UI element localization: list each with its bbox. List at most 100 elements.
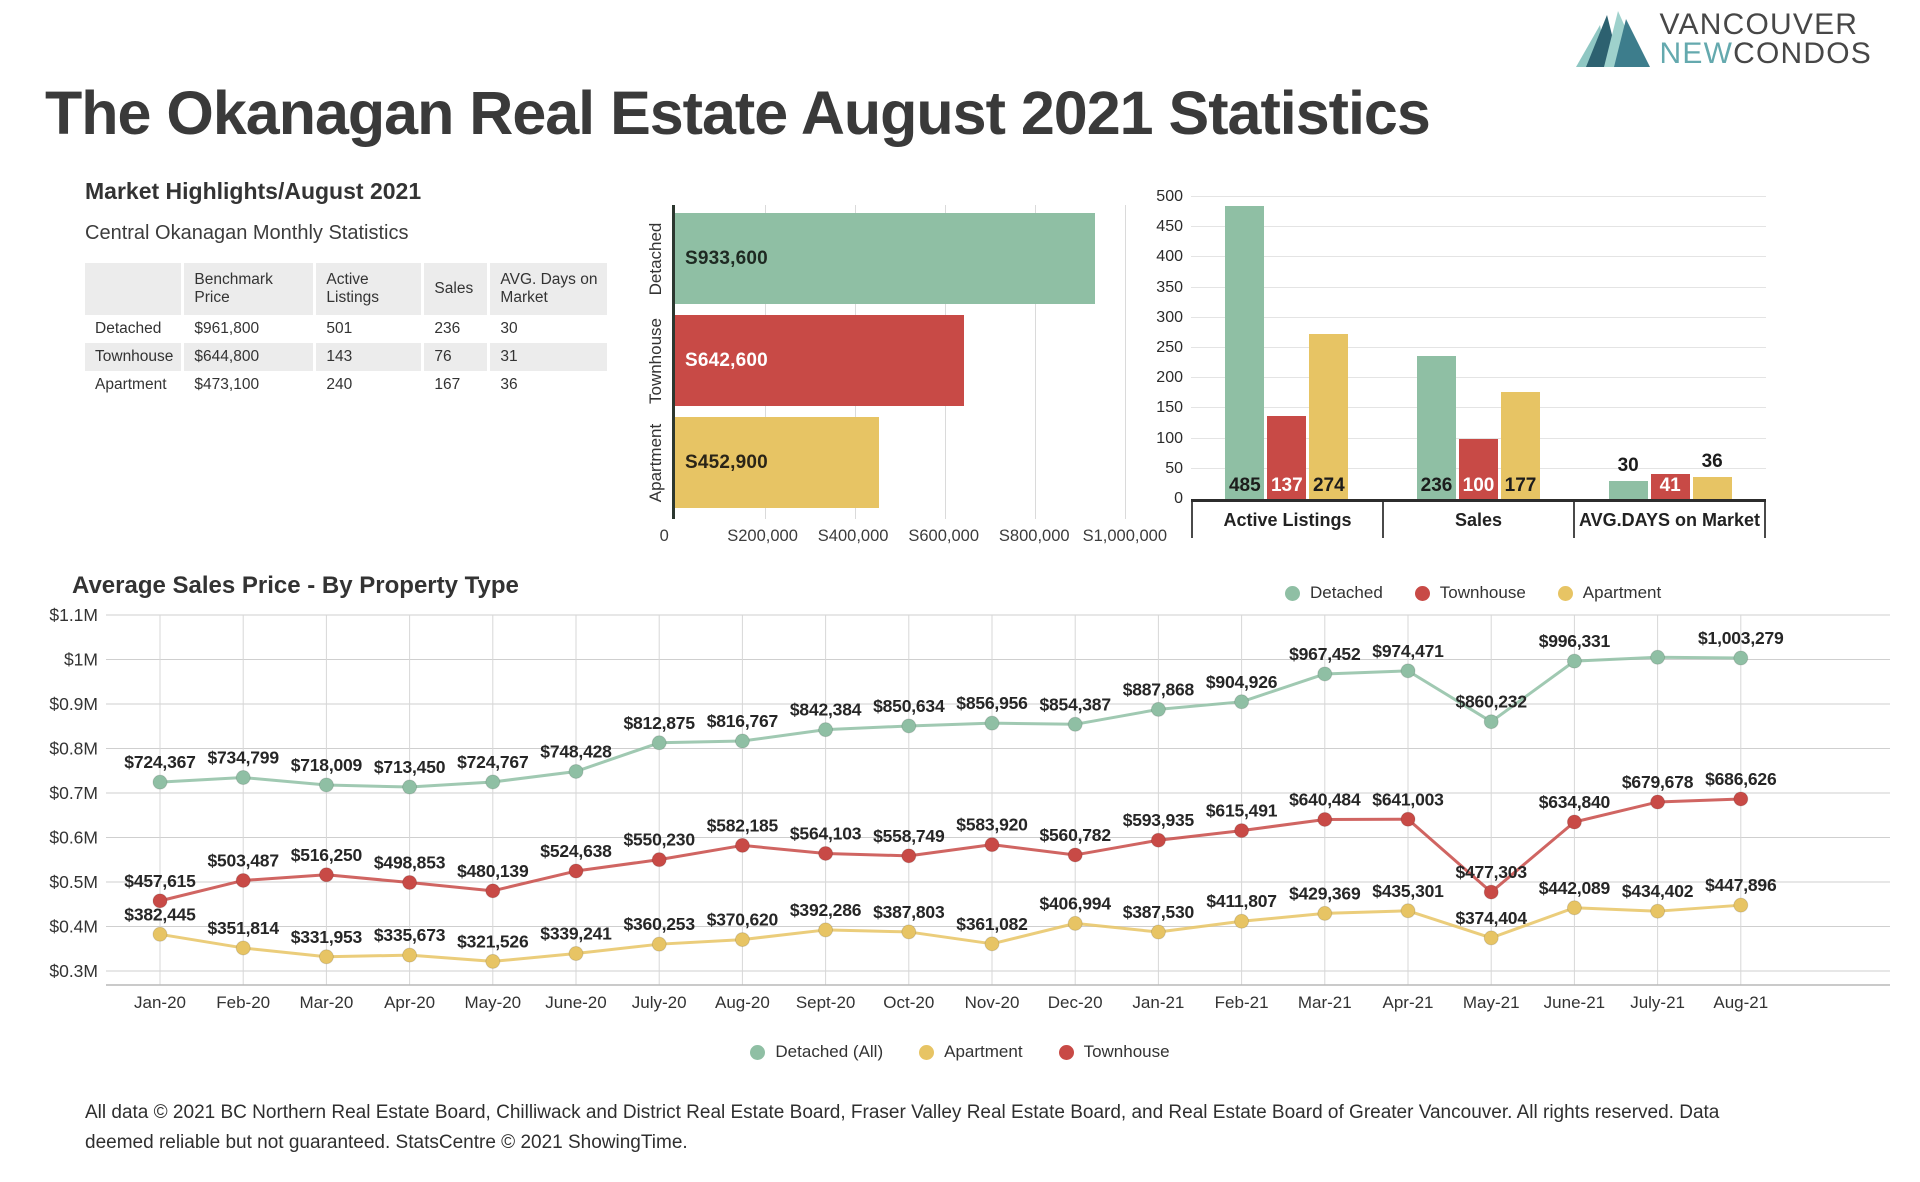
data-point: [402, 947, 418, 963]
stat-bar: 137: [1267, 416, 1307, 499]
data-point-label: $360,253: [623, 914, 695, 934]
x-axis-tick-labels: 0 S200,000 S400,000 S600,000 S800,000 S1,000,…: [660, 527, 1167, 561]
data-point-label: $435,301: [1372, 881, 1444, 901]
legend-color-dot: [1285, 585, 1300, 601]
cell-active: 240: [313, 371, 423, 399]
cell-avg-days: 30: [487, 315, 607, 343]
data-point-label: $434,402: [1622, 881, 1694, 901]
data-point: [1400, 903, 1416, 919]
bar-value-label: 30: [1617, 454, 1639, 476]
data-point: [901, 848, 917, 864]
highlights-subtitle: Central Okanagan Monthly Statistics: [85, 222, 409, 244]
data-point-label: $854,387: [1039, 694, 1110, 714]
legend-label: Detached: [1310, 583, 1383, 602]
x-tick-label: Aug-20: [715, 993, 770, 1012]
data-point-label: $382,445: [124, 904, 196, 924]
data-point: [318, 777, 334, 793]
bar-value-label: 236: [1420, 475, 1453, 496]
data-point: [984, 936, 1000, 952]
data-point: [152, 774, 168, 790]
data-point-label: $374,404: [1455, 908, 1527, 928]
data-point: [1650, 903, 1666, 919]
data-point: [1234, 823, 1250, 839]
data-point: [651, 936, 667, 952]
legend-item: Apartment: [1557, 583, 1661, 603]
x-tick-label: June-20: [545, 993, 606, 1012]
data-point-label: $321,526: [457, 931, 529, 951]
y-tick-label: 250: [1156, 339, 1183, 356]
benchmark-price-bar-chart: Detached Townhouse Apartment S933,600 S642,6…: [640, 205, 1185, 600]
legend-color-dot: [1557, 585, 1573, 601]
data-point: [485, 774, 501, 790]
x-tick-label: S800,000: [998, 527, 1070, 545]
table-row: Detached $961,800 501 236 30: [85, 315, 607, 343]
data-point-label: $370,620: [707, 910, 779, 930]
cell-sales: 76: [421, 343, 489, 371]
data-point: [1317, 666, 1333, 682]
data-point-label: $447,896: [1705, 875, 1777, 895]
data-point: [651, 735, 667, 751]
x-tick-label: Sept-20: [796, 993, 856, 1012]
data-point-label: $560,782: [1039, 825, 1111, 845]
table-header-row: Benchmark Price Active Listings Sales AV…: [85, 263, 607, 315]
data-point: [1650, 649, 1666, 665]
y-tick-label: 50: [1165, 459, 1183, 477]
x-tick-label: Feb-21: [1215, 993, 1269, 1012]
data-point: [1234, 694, 1250, 710]
x-tick-label: S400,000: [817, 527, 889, 545]
data-point: [1150, 924, 1166, 940]
x-tick-label: Oct-20: [883, 993, 934, 1012]
data-point: [734, 733, 750, 749]
data-point-label: $331,953: [291, 927, 363, 947]
y-tick-label: $0.9M: [49, 694, 98, 714]
data-point-label: $480,139: [457, 861, 529, 881]
bar-groups: 485 137 274 236 100 177 30 41 36: [1191, 200, 1766, 499]
bar-value-label: S933,600: [685, 247, 768, 269]
data-point-label: $713,450: [374, 757, 446, 777]
gridline: [1191, 347, 1766, 348]
data-point: [901, 718, 917, 734]
gridline: [1191, 286, 1766, 288]
y-tick-label: 300: [1156, 308, 1183, 326]
data-point-label: $842,384: [790, 700, 862, 720]
data-point-label: $734,799: [207, 748, 279, 768]
legend-item: Townhouse: [1058, 1042, 1170, 1062]
data-point: [818, 845, 834, 861]
bar-category-label: Detached: [646, 222, 665, 295]
y-tick-label: $0.8M: [49, 739, 98, 759]
row-label: Apartment: [95, 376, 167, 393]
bar-value-label: 137: [1270, 475, 1303, 496]
stat-bar: 30: [1608, 455, 1648, 499]
x-tick-label: Mar-21: [1298, 993, 1352, 1012]
data-point: [1566, 900, 1582, 916]
data-point: [651, 852, 667, 868]
gridline: [1191, 377, 1766, 379]
data-point: [1067, 847, 1083, 863]
y-tick-label: $1M: [64, 650, 98, 670]
x-tick-label: 0: [659, 527, 669, 545]
row-label: Detached: [95, 320, 162, 337]
data-point: [1650, 794, 1666, 810]
legend-label: Detached (All): [775, 1042, 884, 1061]
x-tick-label: Dec-20: [1048, 993, 1103, 1012]
data-point: [152, 926, 168, 942]
x-tick-label: July-20: [632, 993, 687, 1012]
data-point-label: $351,814: [207, 918, 279, 938]
bar-value-label: 36: [1701, 451, 1723, 473]
data-point: [1733, 897, 1749, 913]
disclaimer-text: All data © 2021 BC Northern Real Estate …: [85, 1102, 1720, 1154]
data-point-label: $429,369: [1289, 883, 1361, 903]
data-point: [235, 872, 251, 888]
bar-value-label: 274: [1312, 475, 1345, 496]
cell-sales: 167: [421, 371, 489, 399]
y-tick-label: $0.5M: [49, 872, 98, 892]
y-tick-label: 100: [1156, 429, 1183, 447]
market-stats-grouped-bar-chart: 0 50 100 150 200 250 300 350 400 450 500 485 137 274 2…: [1145, 188, 1785, 538]
data-point-label: $442,089: [1539, 878, 1611, 898]
x-tick-label: S200,000: [727, 527, 798, 545]
data-point: [734, 932, 750, 948]
y-tick-label: $0.4M: [49, 917, 98, 937]
grouped-bar-plot-area: 0 50 100 150 200 250 300 350 400 450 500 485 137 274 2…: [1156, 188, 1766, 507]
bar-value-label: S452,900: [685, 451, 768, 473]
x-tick-label: Jan-21: [1132, 993, 1184, 1012]
